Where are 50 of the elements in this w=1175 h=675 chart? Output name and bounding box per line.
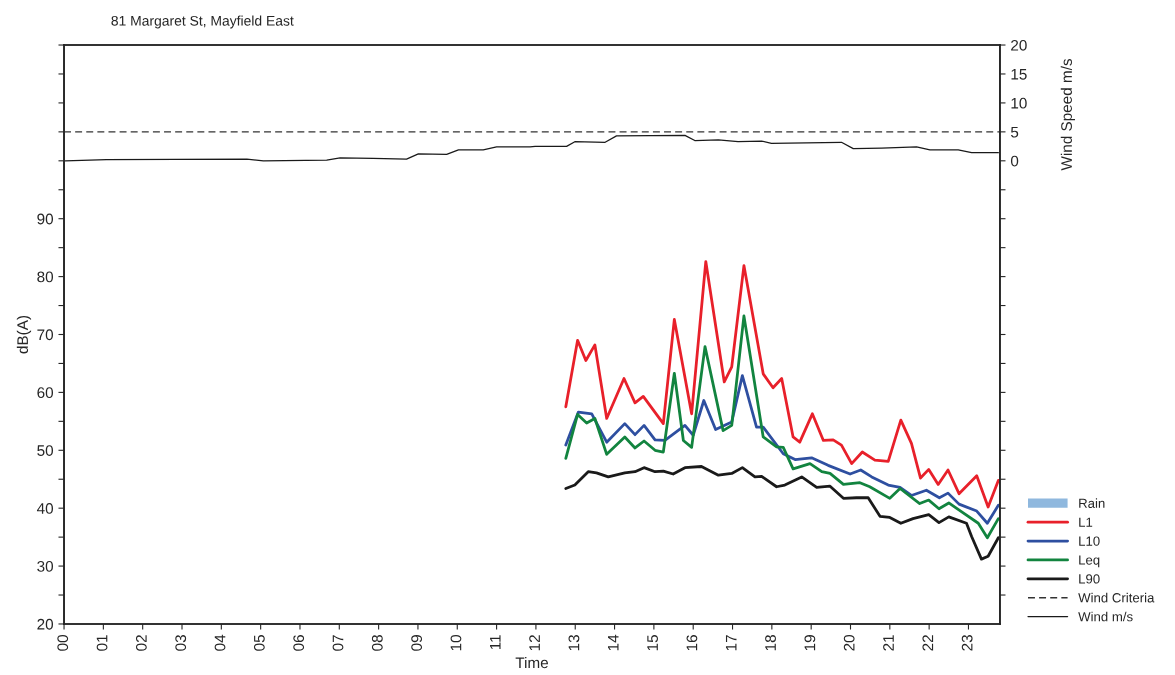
x-tick-label: 06 <box>293 635 305 651</box>
x-tick-label: 22 <box>922 635 934 651</box>
x-tick-label: 13 <box>568 635 580 651</box>
x-tick-label: 17 <box>725 635 737 651</box>
x-tick-label: 03 <box>175 635 187 651</box>
x-tick-label: 20 <box>843 634 855 651</box>
x-tick-label: 04 <box>214 634 226 651</box>
legend-label: Leq <box>1079 555 1100 568</box>
x-tick-label: 15 <box>647 635 658 651</box>
legend-label: Rain <box>1079 498 1105 508</box>
y-tick-label: 90 <box>37 213 54 225</box>
legend-label: L10 <box>1079 536 1100 546</box>
y-tick-label: 40 <box>36 503 54 514</box>
y2-tick-label: 20 <box>1011 39 1027 51</box>
x-tick-label: 07 <box>332 635 344 651</box>
x-tick-label: 23 <box>961 635 973 651</box>
y-tick-label: 30 <box>37 560 54 572</box>
x-tick-label: 01 <box>96 635 108 651</box>
y2-tick-label: 0 <box>1010 155 1019 167</box>
x-tick-label: 11 <box>490 635 501 650</box>
y2-axis-title: Wind Speed m/s <box>1060 59 1075 171</box>
x-tick-label: 08 <box>371 635 383 651</box>
line-series <box>564 260 1000 509</box>
y-tick-label: 80 <box>37 271 54 283</box>
x-tick-label: 00 <box>57 634 69 651</box>
x-tick-label: 02 <box>135 635 147 651</box>
x-tick-label: 16 <box>686 635 698 651</box>
x-tick-label: 21 <box>883 635 894 651</box>
x-tick-label: 10 <box>450 634 462 651</box>
x-axis-title: Time <box>515 656 548 669</box>
legend-label: L1 <box>1079 517 1093 527</box>
x-tick-label: 14 <box>608 634 619 651</box>
y-tick-label: 20 <box>37 618 54 630</box>
y-axis-title: dB(A) <box>16 315 32 354</box>
x-tick-label: 09 <box>411 635 423 651</box>
y2-tick-label: 10 <box>1011 97 1027 109</box>
y2-tick-label: 15 <box>1011 69 1027 80</box>
x-tick-label: 12 <box>529 635 540 651</box>
y-tick-label: 50 <box>37 445 54 456</box>
line-series <box>564 314 1000 540</box>
legend-label: L90 <box>1079 574 1100 584</box>
x-tick-label: 05 <box>253 635 265 651</box>
y-tick-label: 70 <box>37 329 54 341</box>
legend-label: Wind Criteria <box>1078 592 1155 603</box>
legend-label: Wind m/s <box>1078 611 1133 622</box>
x-tick-label: 18 <box>765 635 776 651</box>
y-tick-label: 60 <box>37 387 54 399</box>
x-tick-label: 19 <box>804 635 816 651</box>
chart-title: 81 Margaret St, Mayfield East <box>111 15 294 29</box>
y2-tick-label: 5 <box>1010 126 1019 138</box>
